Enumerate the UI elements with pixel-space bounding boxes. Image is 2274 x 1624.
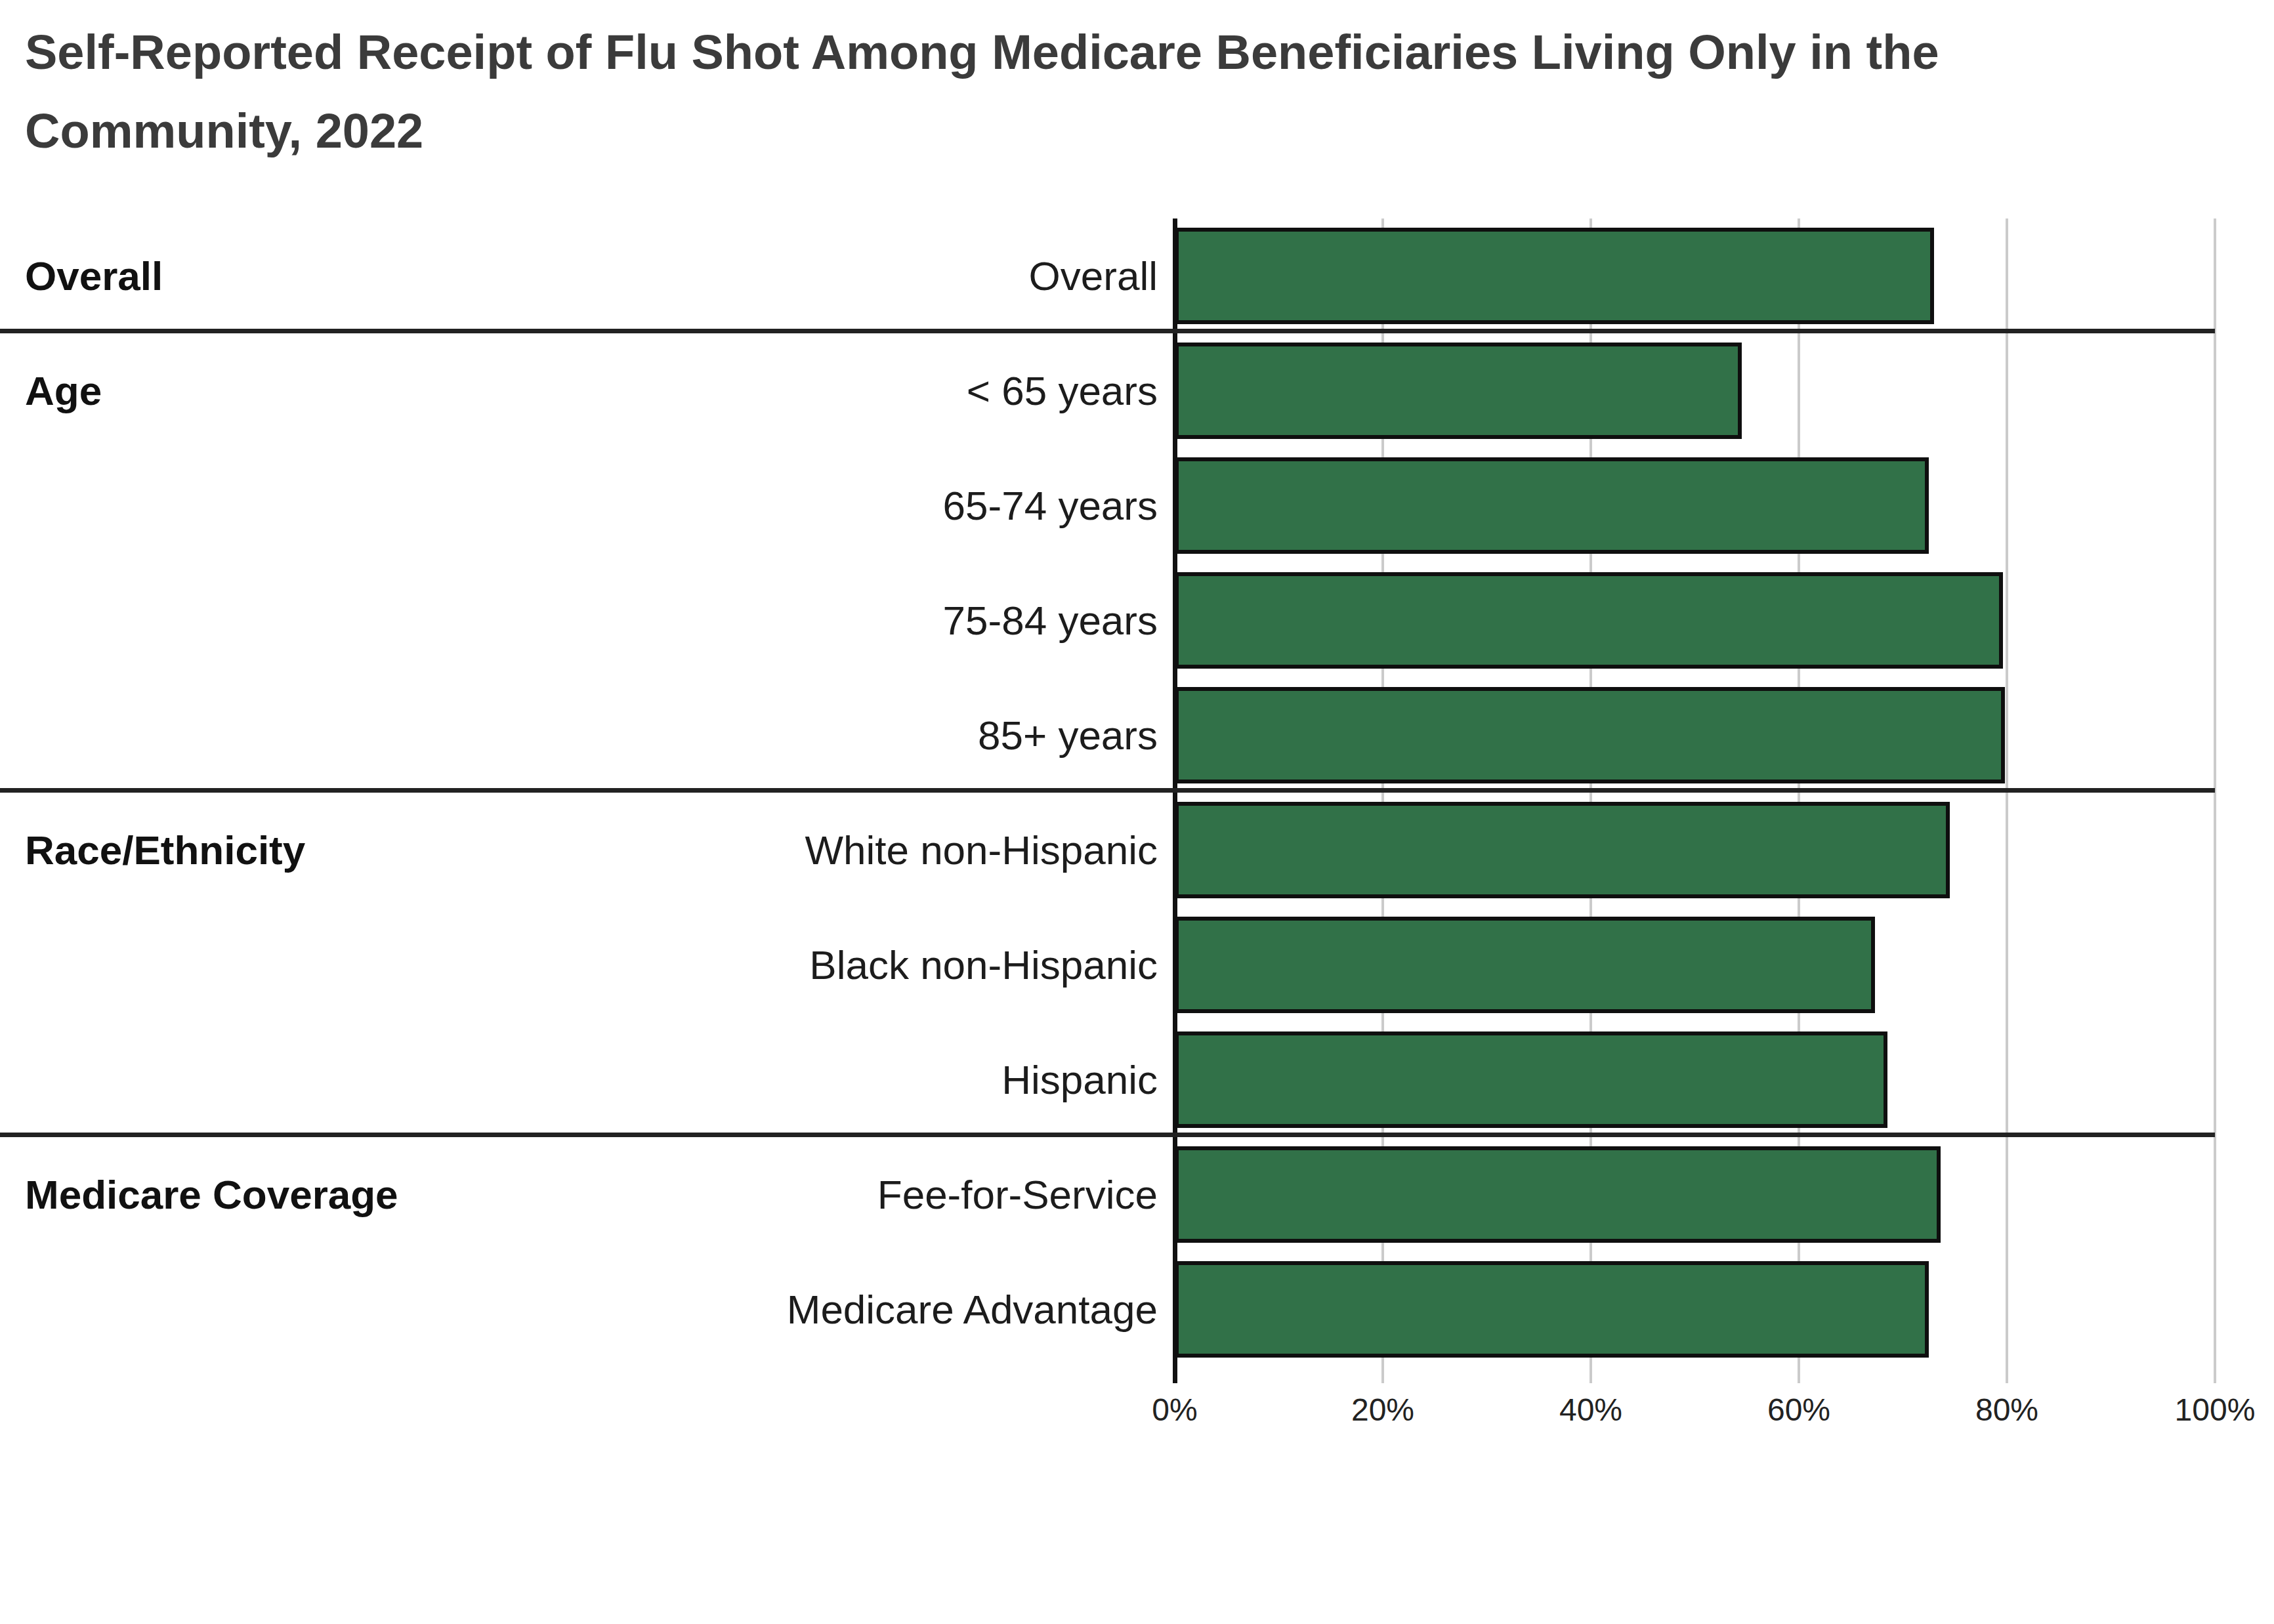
chart-row: Black non-Hispanic bbox=[0, 907, 2215, 1022]
x-tick-label: 100% bbox=[2175, 1392, 2256, 1428]
bar-cell bbox=[1175, 907, 2215, 1022]
row-label-cell: Race/Ethnicity White non-Hispanic bbox=[0, 793, 1175, 907]
group-label: Overall bbox=[25, 253, 163, 299]
chart-row: 75-84 years bbox=[0, 563, 2215, 678]
row-label-cell: Overall Overall bbox=[0, 219, 1175, 333]
row-label-cell: 85+ years bbox=[0, 678, 1175, 793]
bar-cell bbox=[1175, 1252, 2215, 1367]
bar bbox=[1175, 228, 1934, 324]
row-label: 65-74 years bbox=[943, 482, 1158, 529]
row-label-cell: Age < 65 years bbox=[0, 333, 1175, 448]
bar bbox=[1175, 343, 1742, 439]
bar-cell bbox=[1175, 1137, 2215, 1252]
chart-row: Overall Overall bbox=[0, 219, 2215, 333]
row-label-cell: 75-84 years bbox=[0, 563, 1175, 678]
page: Self-Reported Receipt of Flu Shot Among … bbox=[0, 0, 2274, 1624]
chart-row: Race/Ethnicity White non-Hispanic bbox=[0, 793, 2215, 907]
chart-row: Medicare Advantage bbox=[0, 1252, 2215, 1367]
chart-title: Self-Reported Receipt of Flu Shot Among … bbox=[25, 13, 2250, 171]
chart-title-line2: Community, 2022 bbox=[25, 92, 2250, 171]
bar bbox=[1175, 1031, 1887, 1128]
category-group: Overall Overall bbox=[0, 219, 2215, 333]
bar-cell bbox=[1175, 333, 2215, 448]
row-label-cell: Hispanic bbox=[0, 1022, 1175, 1137]
x-axis-tick-labels: 0%20%40%60%80%100% bbox=[1175, 1392, 2215, 1438]
x-tick-label: 80% bbox=[1975, 1392, 2038, 1428]
category-group: Age < 65 years 65-74 years 75-84 years 85+ y… bbox=[0, 329, 2215, 793]
group-label: Medicare Coverage bbox=[25, 1171, 398, 1218]
bar bbox=[1175, 1146, 1941, 1243]
row-label: Black non-Hispanic bbox=[809, 942, 1158, 988]
bar-groups: Overall Overall Age < 65 years 65-74 years 75… bbox=[0, 219, 2215, 1367]
x-tick-label: 40% bbox=[1559, 1392, 1622, 1428]
bar bbox=[1175, 457, 1929, 554]
chart-title-line1: Self-Reported Receipt of Flu Shot Among … bbox=[25, 13, 2250, 92]
row-label: Hispanic bbox=[1001, 1056, 1158, 1103]
row-label: < 65 years bbox=[967, 367, 1158, 414]
bar-cell bbox=[1175, 793, 2215, 907]
chart-row: Hispanic bbox=[0, 1022, 2215, 1137]
x-tick-label: 0% bbox=[1152, 1392, 1197, 1428]
chart-row: Medicare Coverage Fee-for-Service bbox=[0, 1137, 2215, 1252]
category-group: Race/Ethnicity White non-Hispanic Black no… bbox=[0, 788, 2215, 1137]
bar bbox=[1175, 917, 1875, 1013]
bar-cell bbox=[1175, 678, 2215, 793]
row-label-cell: 65-74 years bbox=[0, 448, 1175, 563]
category-group: Medicare CoverageFee-for-ServiceMedicare… bbox=[0, 1133, 2215, 1367]
row-label: White non-Hispanic bbox=[805, 827, 1158, 873]
bar-cell bbox=[1175, 563, 2215, 678]
bar bbox=[1175, 572, 2003, 669]
bar bbox=[1175, 1261, 1929, 1358]
bar-cell bbox=[1175, 219, 2215, 333]
row-label-cell: Medicare Advantage bbox=[0, 1252, 1175, 1367]
row-label: 85+ years bbox=[978, 712, 1158, 759]
x-tick-label: 60% bbox=[1767, 1392, 1830, 1428]
group-label: Race/Ethnicity bbox=[25, 827, 305, 873]
row-label: Fee-for-Service bbox=[877, 1171, 1158, 1218]
chart-row: Age < 65 years bbox=[0, 333, 2215, 448]
bar-cell bbox=[1175, 448, 2215, 563]
bar-cell bbox=[1175, 1022, 2215, 1137]
flu-shot-bar-chart: Overall Overall Age < 65 years 65-74 years 75… bbox=[0, 219, 2215, 1367]
row-label: 75-84 years bbox=[943, 597, 1158, 644]
row-label-cell: Black non-Hispanic bbox=[0, 907, 1175, 1022]
bar bbox=[1175, 687, 2005, 783]
bar bbox=[1175, 802, 1950, 898]
row-label-cell: Medicare Coverage Fee-for-Service bbox=[0, 1137, 1175, 1252]
x-tick-label: 20% bbox=[1351, 1392, 1414, 1428]
chart-row: 65-74 years bbox=[0, 448, 2215, 563]
chart-row: 85+ years bbox=[0, 678, 2215, 793]
row-label: Overall bbox=[1029, 253, 1158, 299]
row-label: Medicare Advantage bbox=[787, 1286, 1158, 1333]
group-label: Age bbox=[25, 367, 102, 414]
